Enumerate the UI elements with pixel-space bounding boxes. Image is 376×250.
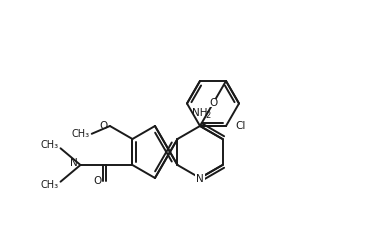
FancyBboxPatch shape (195, 174, 205, 182)
Text: N: N (70, 158, 77, 168)
Text: O: O (100, 121, 108, 131)
Text: CH₃: CH₃ (40, 140, 59, 150)
Text: O: O (93, 176, 102, 186)
FancyBboxPatch shape (208, 100, 218, 108)
Text: NH: NH (192, 108, 208, 118)
Text: O: O (209, 98, 217, 108)
Text: N: N (196, 174, 204, 184)
Text: Cl: Cl (235, 121, 246, 131)
Text: CH₃: CH₃ (71, 129, 90, 139)
Text: CH₃: CH₃ (40, 180, 59, 190)
Text: 2: 2 (205, 111, 211, 120)
